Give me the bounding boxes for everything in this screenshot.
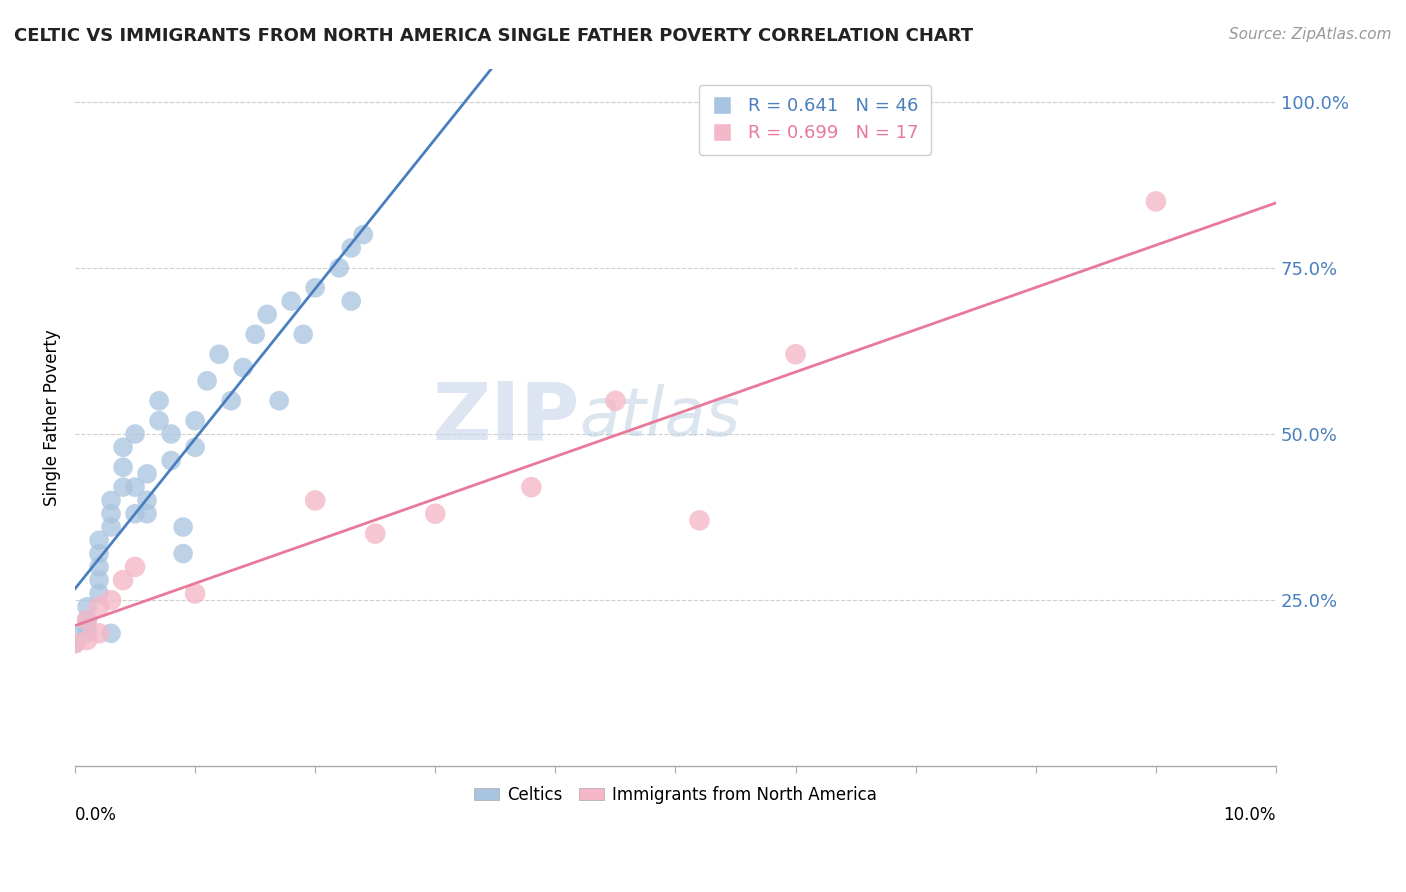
Point bbox=[87, 533, 110, 548]
Point bbox=[364, 526, 387, 541]
Point bbox=[172, 520, 194, 534]
Point bbox=[100, 626, 122, 640]
Point bbox=[232, 360, 254, 375]
Point bbox=[112, 480, 135, 494]
Point bbox=[304, 493, 326, 508]
Point bbox=[112, 440, 135, 454]
Point bbox=[76, 613, 98, 627]
Point bbox=[256, 307, 278, 321]
Point bbox=[304, 281, 326, 295]
Point bbox=[87, 573, 110, 587]
Point bbox=[136, 467, 159, 481]
Text: atlas: atlas bbox=[579, 384, 741, 450]
Point bbox=[87, 586, 110, 600]
Point bbox=[184, 586, 207, 600]
Point bbox=[148, 393, 170, 408]
Point bbox=[124, 480, 146, 494]
Point bbox=[785, 347, 807, 361]
Point bbox=[1144, 194, 1167, 209]
Point bbox=[87, 626, 110, 640]
Point bbox=[425, 507, 447, 521]
Point bbox=[328, 260, 350, 275]
Point bbox=[280, 294, 302, 309]
Point bbox=[76, 620, 98, 634]
Point bbox=[689, 513, 711, 527]
Text: Source: ZipAtlas.com: Source: ZipAtlas.com bbox=[1229, 27, 1392, 42]
Point bbox=[124, 507, 146, 521]
Point bbox=[112, 573, 135, 587]
Point bbox=[160, 453, 183, 467]
Point bbox=[352, 227, 374, 242]
Point bbox=[87, 599, 110, 614]
Point bbox=[605, 393, 627, 408]
Point bbox=[76, 626, 98, 640]
Point bbox=[160, 427, 183, 442]
Point bbox=[340, 241, 363, 255]
Text: 0.0%: 0.0% bbox=[75, 806, 117, 824]
Point bbox=[136, 493, 159, 508]
Point bbox=[184, 440, 207, 454]
Point bbox=[100, 593, 122, 607]
Y-axis label: Single Father Poverty: Single Father Poverty bbox=[44, 329, 60, 506]
Point bbox=[63, 630, 86, 644]
Text: CELTIC VS IMMIGRANTS FROM NORTH AMERICA SINGLE FATHER POVERTY CORRELATION CHART: CELTIC VS IMMIGRANTS FROM NORTH AMERICA … bbox=[14, 27, 973, 45]
Point bbox=[269, 393, 291, 408]
Text: ZIP: ZIP bbox=[432, 378, 579, 457]
Point bbox=[124, 427, 146, 442]
Point bbox=[340, 294, 363, 309]
Point bbox=[520, 480, 543, 494]
Point bbox=[87, 547, 110, 561]
Point bbox=[136, 507, 159, 521]
Point bbox=[124, 560, 146, 574]
Point bbox=[112, 460, 135, 475]
Point bbox=[184, 414, 207, 428]
Point bbox=[76, 613, 98, 627]
Point bbox=[172, 547, 194, 561]
Point bbox=[148, 414, 170, 428]
Point bbox=[243, 327, 266, 342]
Point bbox=[195, 374, 218, 388]
Point bbox=[100, 520, 122, 534]
Point bbox=[76, 599, 98, 614]
Point bbox=[292, 327, 315, 342]
Point bbox=[219, 393, 242, 408]
Point bbox=[63, 636, 86, 650]
Legend: Celtics, Immigrants from North America: Celtics, Immigrants from North America bbox=[467, 779, 884, 810]
Point bbox=[76, 632, 98, 647]
Point bbox=[100, 507, 122, 521]
Text: 10.0%: 10.0% bbox=[1223, 806, 1277, 824]
Point bbox=[208, 347, 231, 361]
Point bbox=[100, 493, 122, 508]
Point bbox=[63, 636, 86, 650]
Point bbox=[87, 560, 110, 574]
